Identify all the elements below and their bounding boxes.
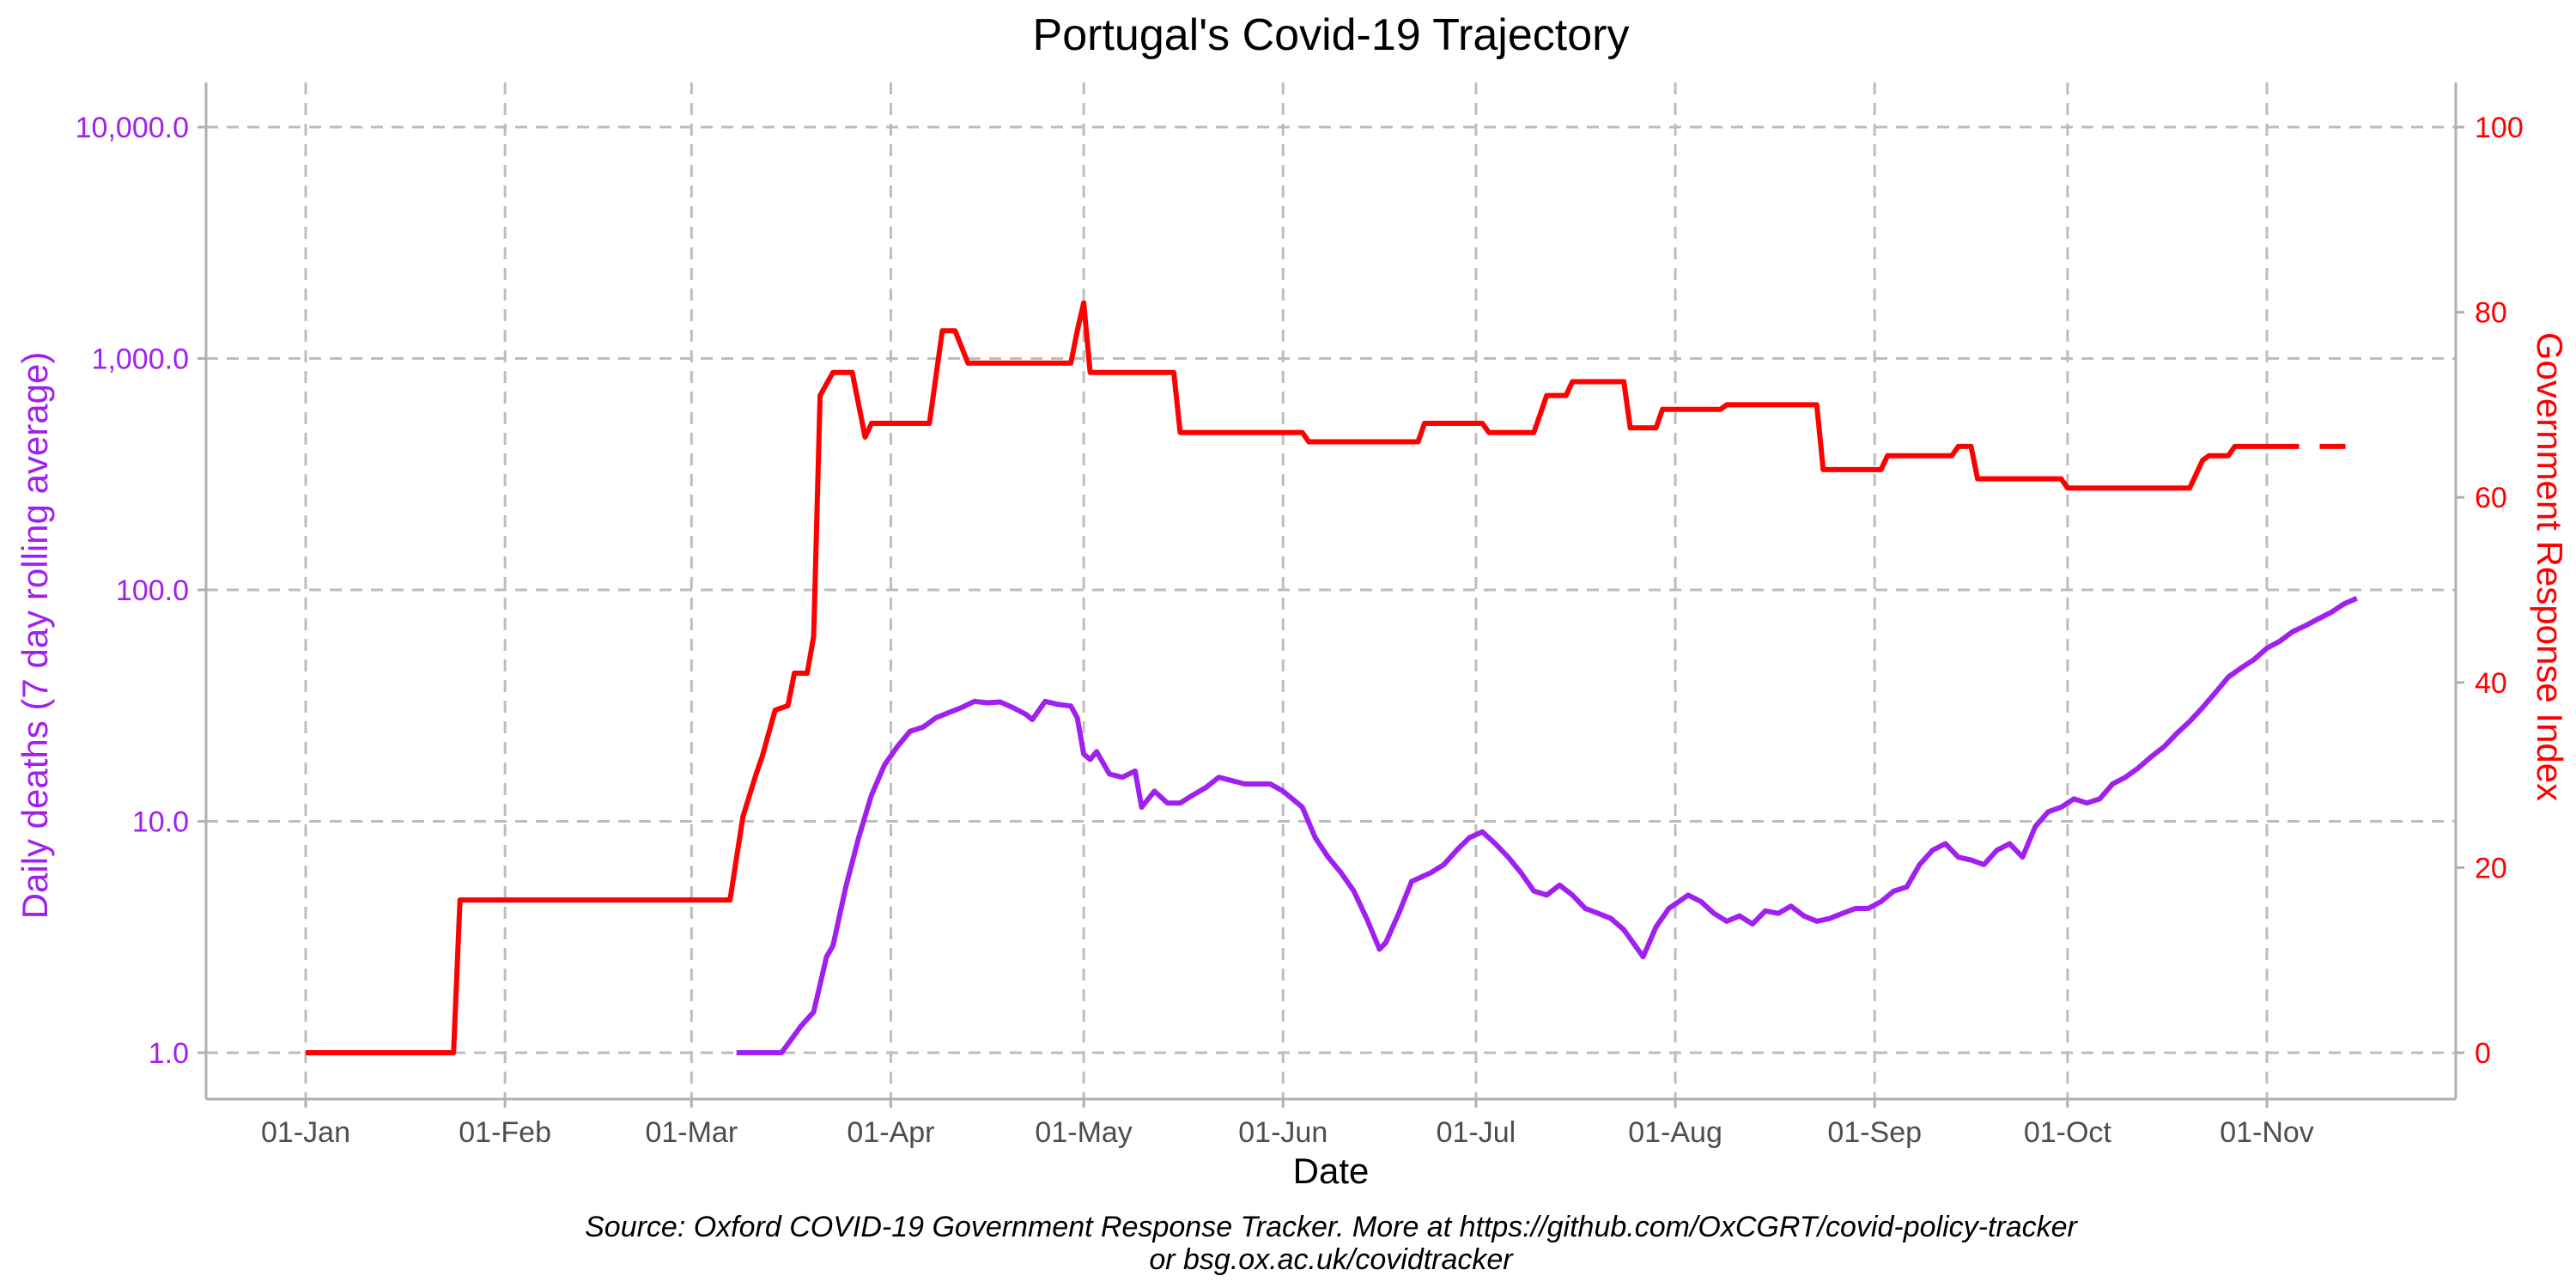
tick-label-x: 01-Aug: [1628, 1116, 1722, 1149]
tick-label-x: 01-Sep: [1827, 1116, 1922, 1149]
tick-label-left: 10,000.0: [76, 112, 189, 144]
tick-label-right: 20: [2475, 852, 2507, 884]
tick-label-left: 100.0: [116, 574, 189, 607]
tick-label-right: 60: [2475, 482, 2507, 514]
tick-label-right: 80: [2475, 297, 2507, 330]
tick-label-x: 01-Apr: [847, 1116, 934, 1149]
x-axis-title: Date: [1293, 1151, 1370, 1191]
tick-label-x: 01-Nov: [2220, 1116, 2314, 1149]
tick-label-x: 01-Oct: [2024, 1116, 2112, 1149]
tick-label-x: 01-Jul: [1437, 1116, 1516, 1149]
chart-title: Portugal's Covid-19 Trajectory: [1033, 10, 1630, 60]
tick-label-x: 01-Mar: [645, 1116, 738, 1149]
tick-label-left: 1,000.0: [92, 343, 189, 376]
left-axis-ticks: 1.0 10.0 100.0 1,000.0 10,000.0: [76, 112, 206, 1070]
tick-label-left: 1.0: [149, 1037, 189, 1070]
deaths-series-line: [736, 596, 2358, 1055]
tick-label-right: 100: [2475, 112, 2524, 144]
x-axis-ticks: 01-Jan 01-Feb 01-Mar 01-Apr 01-May 01-Jun 01-J…: [261, 1099, 2314, 1149]
source-line-2: or bsg.ox.ac.uk/covidtracker: [1149, 1243, 1514, 1276]
tick-label-left: 10.0: [132, 806, 189, 839]
grid: [206, 82, 2456, 1099]
response-index-series-line: [306, 300, 2274, 1055]
tick-label-right: 40: [2475, 667, 2507, 700]
source-line-1: Source: Oxford COVID-19 Government Respo…: [585, 1211, 2078, 1243]
y-axis-left-title: Daily deaths (7 day rolling average): [15, 352, 55, 920]
tick-label-x: 01-Jun: [1238, 1116, 1327, 1149]
tick-label-x: 01-Jan: [261, 1116, 350, 1149]
series-lines: [306, 300, 2358, 1055]
tick-label-right: 0: [2475, 1037, 2491, 1070]
tick-label-x: 01-May: [1035, 1116, 1132, 1149]
tick-label-x: 01-Feb: [459, 1116, 551, 1149]
y-axis-right-title: Government Response Index: [2530, 332, 2570, 801]
right-axis-ticks: 0 20 40 60 80 100: [2456, 112, 2524, 1070]
